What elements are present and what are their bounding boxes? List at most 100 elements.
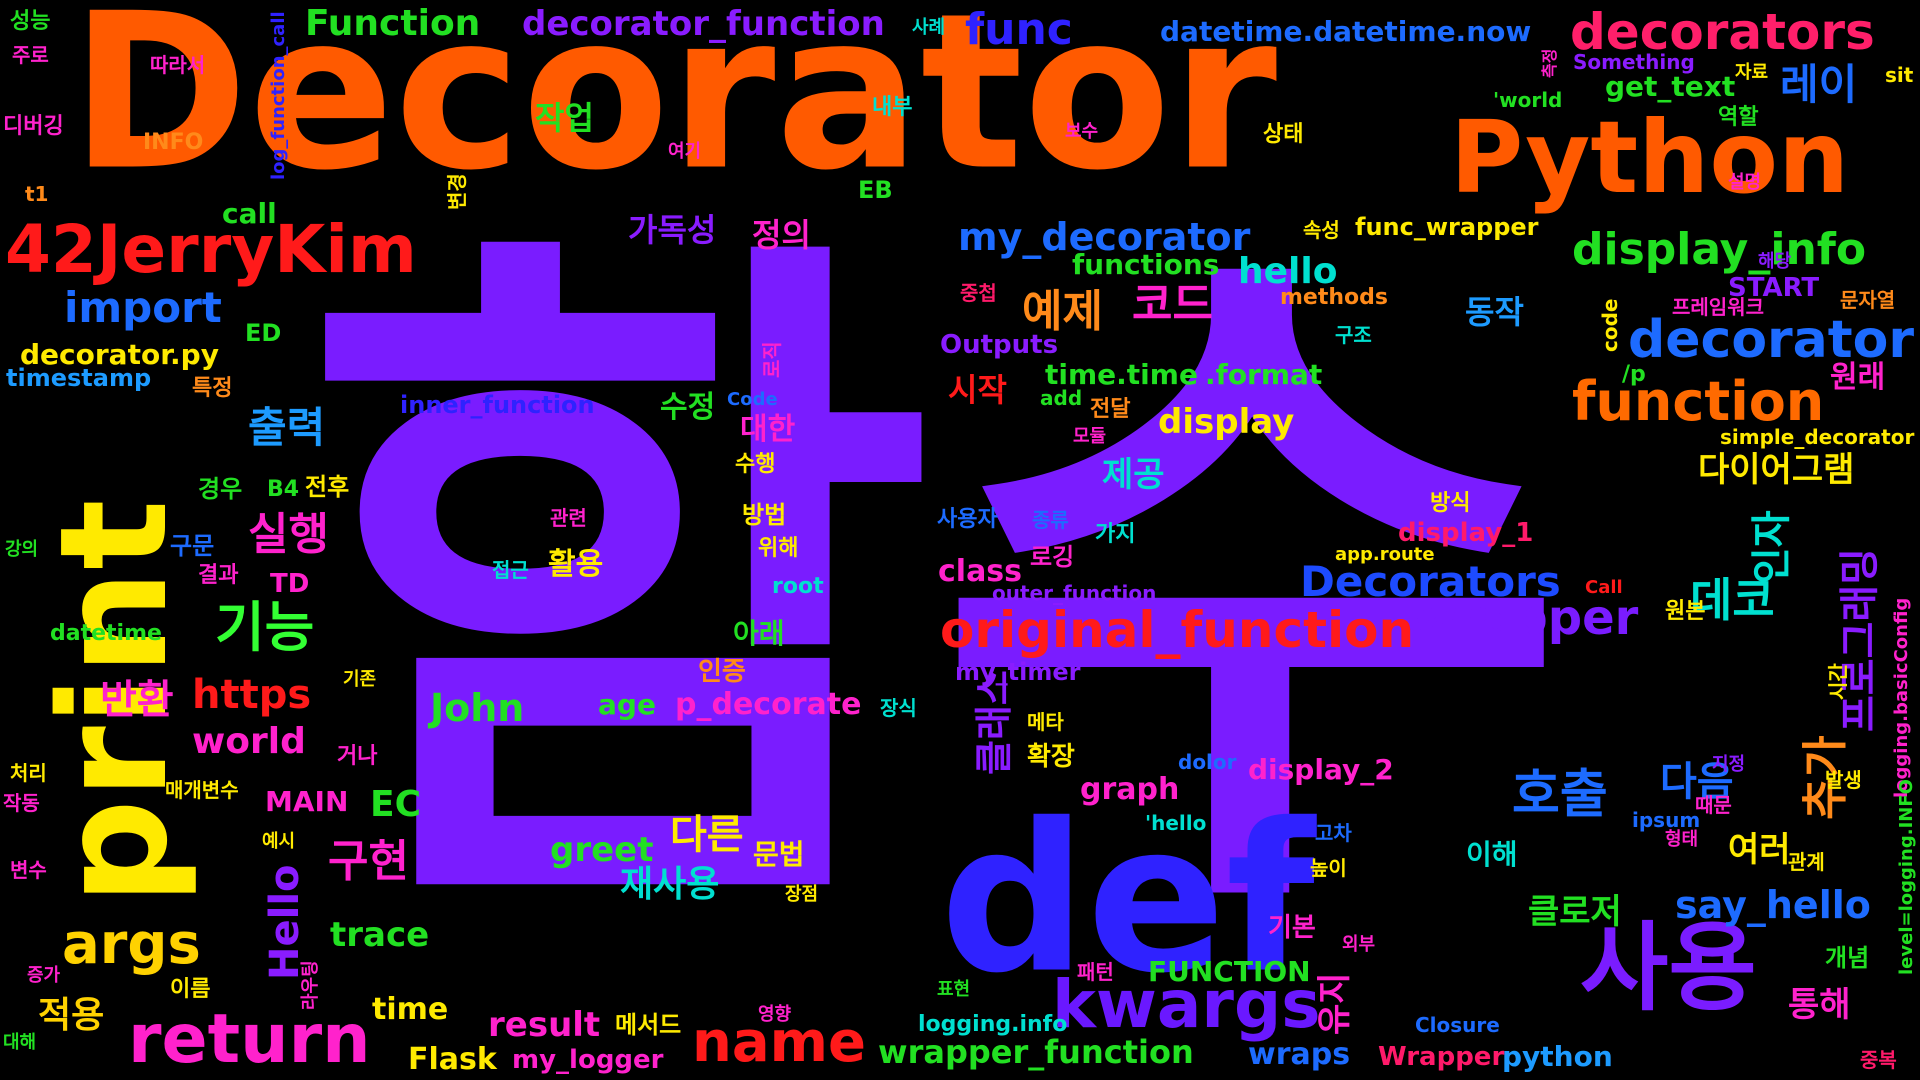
- word-kwargs: kwargs: [1052, 966, 1321, 1043]
- word-ipsum: ipsum: [1632, 808, 1701, 832]
- word-sokseong: 속성: [1303, 218, 1340, 242]
- word-logging-info: logging.info: [918, 1012, 1068, 1037]
- word-code: code: [1598, 298, 1622, 352]
- word-display-1: display_1: [1398, 518, 1534, 548]
- word-dongjak: 동작: [1465, 293, 1524, 331]
- word-wonrae: 원래: [1830, 360, 1886, 395]
- word-decorators-cap: Decorators: [1300, 557, 1561, 606]
- word-hello: hello: [1238, 251, 1338, 292]
- word-func: func: [965, 4, 1073, 55]
- word-code-cap: Code: [727, 389, 778, 410]
- word-jageop: 작업: [535, 99, 594, 137]
- word-diagram: 다이어그램: [1698, 450, 1855, 490]
- word-python: Python: [1450, 99, 1850, 216]
- word-bangbeop: 방법: [742, 501, 787, 529]
- word-munjayeol: 문자열: [1840, 288, 1896, 312]
- word-haedang: 해당: [1758, 251, 1792, 272]
- word-ed: ED: [245, 319, 282, 347]
- word-byeongyeong: 변경: [445, 173, 469, 210]
- word-balsaeng: 발생: [1825, 768, 1862, 792]
- word-daehae: 대해: [3, 1032, 37, 1053]
- word-wihae: 위해: [758, 536, 799, 561]
- word-get-text: get_text: [1605, 70, 1736, 103]
- word-python-lower: python: [1502, 1040, 1613, 1073]
- word-gocha: 고차: [1315, 821, 1352, 845]
- word-teukjeong: 특정: [192, 376, 233, 401]
- word-timestamp: timestamp: [6, 364, 152, 392]
- word-yeonghyang: 영향: [758, 1004, 792, 1025]
- word-jaryo: 자료: [1735, 62, 1769, 83]
- word-outer-function: outer_function: [992, 581, 1157, 605]
- word-hyeongtae: 형태: [1665, 829, 1699, 850]
- word-trace: trace: [330, 915, 430, 955]
- word-jeogyong: 적용: [38, 995, 105, 1036]
- word-jeonhu: 전후: [305, 473, 350, 501]
- word-gibon: 기본: [1268, 913, 1316, 943]
- word-sit: sit: [1885, 63, 1914, 87]
- word-decorator-lower: decorator: [1628, 310, 1914, 370]
- word-sayongja: 사용자: [937, 507, 998, 532]
- word-say-hello: say_hello: [1675, 883, 1871, 927]
- word-app-route: app.route: [1335, 544, 1435, 565]
- word-args: args: [62, 912, 201, 977]
- word-sayong: 사용: [1580, 912, 1757, 1024]
- word-yeje: 예제: [1022, 286, 1103, 337]
- word-module: 모듈: [1073, 426, 1107, 447]
- word-age: age: [598, 688, 656, 721]
- word-programming: 프로그래밍: [1837, 548, 1883, 732]
- word-ihae: 이해: [1466, 838, 1518, 871]
- word-seongneung: 성능: [10, 9, 51, 34]
- word-dareun: 다른: [670, 812, 744, 858]
- word-call-cap: Call: [1585, 577, 1623, 598]
- word-display: display: [1158, 402, 1295, 442]
- word-framework: 프레임워크: [1672, 295, 1764, 319]
- word-hwakjang: 확장: [1027, 742, 1075, 772]
- word-juro: 주로: [12, 43, 49, 67]
- word-time-time: time.time: [1045, 358, 1198, 391]
- word-pyohyeon: 표현: [937, 979, 971, 1000]
- word-daeum: 다음: [1660, 759, 1734, 805]
- word-function-upper: FUNCTION: [1148, 955, 1311, 988]
- word-inja: 인자: [1749, 510, 1795, 584]
- word-log-function-call: log_function_call: [268, 11, 289, 180]
- word-sarye: 사례: [912, 17, 946, 38]
- word-closure: Closure: [1415, 1013, 1500, 1037]
- word-gaji: 가지: [1095, 522, 1136, 547]
- word-name: name: [692, 1010, 866, 1075]
- word-hochul: 호출: [1512, 765, 1608, 825]
- word-ttaraseo: 따라서: [150, 53, 206, 77]
- word-my-decorator: my_decorator: [958, 215, 1251, 259]
- word-jeongui: 정의: [752, 216, 811, 254]
- word-jungcheop: 중첩: [960, 281, 997, 305]
- word-decorators: decorators: [1570, 3, 1875, 61]
- word-jangjeom: 장점: [785, 884, 819, 905]
- word-format: .format: [1205, 358, 1323, 391]
- word-seolmyeong: 설명: [1728, 172, 1762, 193]
- word-guhyeon: 구현: [328, 836, 409, 887]
- word-datetime-now: datetime.datetime.now: [1160, 15, 1532, 48]
- word-bosu: 보수: [1065, 121, 1099, 142]
- word-meseodeu: 메서드: [615, 1011, 682, 1039]
- word-td: TD: [270, 569, 310, 599]
- word-gaenyeom: 개념: [1825, 944, 1870, 972]
- word-byeonsu: 변수: [10, 858, 47, 882]
- word-gujo: 구조: [1335, 323, 1372, 347]
- word-wraps: wraps: [1248, 1037, 1351, 1072]
- word-yeokhal: 역할: [1718, 105, 1759, 130]
- word-display-2: display_2: [1248, 753, 1394, 786]
- word-banhwan: 반환: [100, 677, 174, 723]
- word-yesi: 예시: [262, 831, 296, 852]
- word-daehan: 대한: [740, 412, 796, 447]
- word-jeondal: 전달: [1090, 397, 1131, 422]
- word-time: time: [372, 992, 449, 1027]
- word-functions: functions: [1072, 248, 1220, 281]
- word-return: return: [128, 1000, 371, 1079]
- word-original-function: original_function: [940, 601, 1415, 659]
- word-wonbon: 원본: [1665, 599, 1706, 624]
- word-gineung: 기능: [215, 596, 315, 659]
- word-level-logging-info: level=logging.INFO: [1896, 779, 1917, 975]
- word-my-timer: my_timer: [955, 658, 1081, 686]
- word-meta: 메타: [1027, 710, 1064, 734]
- word-slash-p: /p: [1622, 362, 1646, 387]
- word-result: result: [488, 1005, 601, 1045]
